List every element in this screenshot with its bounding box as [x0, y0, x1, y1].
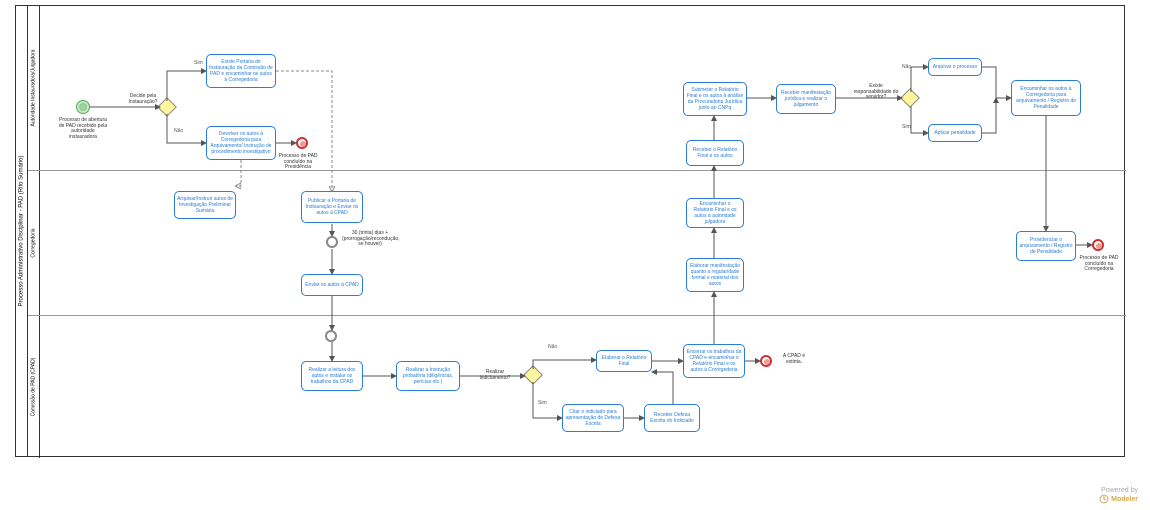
task-aplicar-penalidade: Aplicar penalidade [928, 124, 982, 142]
task-leitura-autos: Realizar a leitura dos autos e instalar … [301, 361, 363, 391]
lane2-title-text: Corregedoria [31, 228, 37, 257]
task-receber-relatorio: Receber o Relatório Final e os autos [686, 140, 744, 166]
end-event-presidencia [296, 137, 308, 149]
task-receber-manifestacao: Receber manifestação jurídica e realizar… [776, 84, 836, 114]
lane-cpad: Comissão de PAD (CPAD) [28, 316, 1126, 458]
task-encaminhar-corregedoria: Encaminhar os autos à Corregedoria para … [1011, 80, 1081, 116]
footer-brand: Modeler [1111, 496, 1138, 503]
lane3-title-text: Comissão de PAD (CPAD) [31, 358, 37, 417]
flow-nao-1: Não [174, 128, 183, 134]
modeler-icon [1099, 494, 1109, 504]
end1-label: Processo de PAD concluído na Presidência [274, 154, 322, 171]
gateway3-label: Existe responsabilidade do servidor? [851, 84, 901, 101]
lane1-title: Autoridade Instauradora/Julgadora [28, 6, 40, 170]
lane1-title-text: Autoridade Instauradora/Julgadora [31, 50, 37, 127]
task-elaborar-relatorio: Elaborar o Relatório Final [596, 350, 652, 372]
end-event-cpad [760, 355, 772, 367]
task-portaria-instauracao: Existe Portaria de Instauração da Comiss… [206, 54, 276, 88]
flow-nao-2: Não [548, 344, 557, 350]
footer-powered: Powered by [1099, 487, 1138, 494]
task-arquivar-instruir: Arquivar/Instruir autos de Investigação … [174, 191, 236, 219]
task-arquivar-processo: Arquivar o processo [928, 58, 982, 76]
task-enviar-cpad: Enviar os autos à CPAD [301, 274, 363, 296]
footer: Powered by Modeler [1099, 487, 1138, 504]
gateway2-label: Realizar indiciamento? [471, 370, 519, 381]
lane2-title: Corregedoria [28, 171, 40, 315]
end2-label: A CPAD é extinta. [776, 354, 812, 365]
flow-nao-3: Não [902, 64, 911, 70]
task-submeter-relatorio: Submeter o Relatório Final e os autos à … [683, 82, 747, 116]
task-instrucao-probatoria: Realizar a Instrução probatória (diligên… [396, 361, 460, 391]
footer-brand-row: Modeler [1099, 494, 1138, 504]
start-event [76, 100, 90, 114]
task-devolver-autos: Devolver os autos à Corregedoria para Ar… [206, 126, 276, 160]
end3-label: Processo de PAD concluído na Corregedori… [1076, 256, 1122, 273]
start-label: Processo de abertura de PAD recebido pel… [58, 118, 108, 140]
task-publicar-portaria: Publicar a Portaria de Instauração e Env… [301, 191, 363, 223]
pool: Processo Administrativo Disciplinar - PA… [15, 5, 1125, 457]
lane-authority: Autoridade Instauradora/Julgadora [28, 6, 1126, 171]
task-citar-indiciado: Citar o indiciado para apresentação de D… [562, 404, 624, 432]
timer-event-2 [325, 330, 337, 342]
end-event-corregedoria [1092, 239, 1104, 251]
task-encerrar-cpad: Encerrar os trabalhos da CPAD e encaminh… [683, 344, 745, 378]
pool-title: Processo Administrativo Disciplinar - PA… [16, 6, 28, 456]
task-encaminhar-relatorio: Encaminhar o Relatório Final e os autos … [686, 198, 744, 228]
flow-sim-1: Sim [194, 60, 203, 66]
task-providenciar-arquivamento: Providenciar o arquivamento / Registro d… [1016, 231, 1076, 261]
pool-title-text: Processo Administrativo Disciplinar - PA… [19, 156, 25, 307]
timer-event-30dias [326, 236, 338, 248]
task-receber-defesa: Receber Defesa Escrita do Indiciado [644, 404, 700, 432]
task-elaborar-manifestacao: Elaborar manifestação quanto a regularid… [686, 258, 744, 292]
lane3-title: Comissão de PAD (CPAD) [28, 316, 40, 458]
flow-sim-2: Sim [538, 400, 547, 406]
timer1-label: 30 (trinta) dias + (prorrogação/reconduç… [342, 231, 398, 248]
flow-sim-3: Sim [902, 124, 911, 130]
